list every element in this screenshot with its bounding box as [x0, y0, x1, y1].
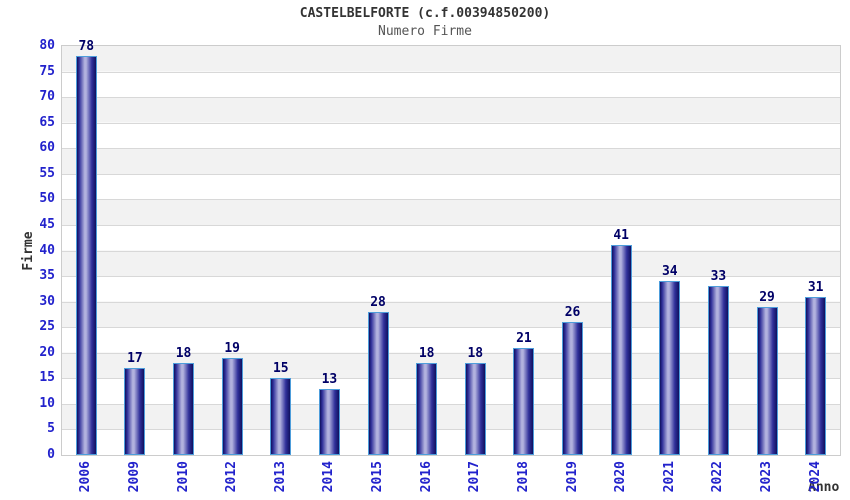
y-tick-label: 15 — [39, 370, 55, 386]
gridline — [62, 378, 840, 380]
gridline — [62, 327, 840, 329]
y-tick-label: 80 — [39, 38, 55, 53]
bar-value-label: 31 — [807, 279, 824, 295]
bar-value-label: 29 — [759, 289, 775, 305]
bar-2017 — [464, 362, 486, 455]
chart-subtitle: Numero Firme — [378, 24, 472, 39]
y-tick-label: 5 — [47, 421, 55, 437]
gridline — [62, 71, 840, 73]
bar-2015 — [367, 311, 389, 455]
y-tick-label: 0 — [47, 447, 55, 462]
bar-value-label: 13 — [321, 371, 338, 387]
y-tick-label: 75 — [39, 63, 55, 79]
x-tick-label: 2020 — [613, 461, 629, 493]
bar-2024 — [805, 296, 827, 455]
y-tick-label: 50 — [39, 191, 55, 207]
gridline — [62, 173, 840, 175]
bar-2010 — [173, 362, 195, 455]
bar-value-label: 18 — [467, 345, 484, 361]
bar-value-label: 26 — [564, 305, 581, 321]
gridline — [62, 276, 840, 278]
y-tick-label: 30 — [39, 293, 55, 309]
bar-2016 — [416, 362, 438, 455]
gridline — [62, 429, 840, 431]
bar-2022 — [707, 286, 729, 455]
y-tick-label: 40 — [39, 242, 55, 258]
gridline — [62, 122, 840, 124]
gridline — [62, 199, 840, 201]
bar-value-label: 34 — [661, 264, 678, 280]
bar-value-label: 15 — [272, 361, 289, 377]
bar-value-label: 19 — [224, 340, 241, 356]
gridline — [62, 352, 840, 354]
bar-value-label: 18 — [175, 345, 192, 361]
x-tick-label: 2017 — [467, 461, 483, 493]
bar-2018 — [513, 347, 535, 455]
x-tick-label: 2013 — [272, 461, 288, 493]
x-tick-label: 2014 — [321, 461, 337, 493]
gridline — [62, 301, 840, 303]
gridline — [62, 148, 840, 150]
bar-2023 — [756, 306, 778, 455]
y-tick-label: 35 — [39, 268, 55, 284]
gridline — [62, 403, 840, 405]
plot-area — [61, 45, 841, 456]
bar-value-label: 21 — [516, 330, 532, 346]
x-axis-title: Anno — [808, 480, 840, 495]
bar-2020 — [610, 245, 632, 455]
x-tick-label: 2018 — [515, 461, 531, 493]
y-tick-label: 20 — [39, 344, 55, 360]
x-tick-label: 2012 — [224, 461, 240, 493]
y-tick-label: 65 — [39, 114, 55, 130]
bar-value-label: 18 — [418, 345, 435, 361]
y-tick-label: 45 — [39, 216, 55, 232]
bar-2014 — [318, 388, 340, 455]
y-tick-label: 60 — [39, 140, 55, 156]
x-tick-label: 2021 — [661, 461, 677, 493]
chart-title: CASTELBELFORTE (c.f.00394850200) — [299, 6, 551, 21]
x-tick-label: 2023 — [759, 461, 775, 493]
x-tick-label: 2024 — [807, 461, 823, 493]
gridline — [62, 224, 840, 226]
bar-value-label: 78 — [78, 39, 95, 55]
bar-2009 — [124, 368, 146, 455]
bar-value-label: 33 — [710, 269, 727, 285]
y-tick-label: 55 — [39, 165, 55, 181]
bar-2012 — [221, 357, 243, 455]
gridline — [62, 250, 840, 252]
x-tick-label: 2006 — [78, 461, 94, 493]
x-tick-label: 2016 — [418, 461, 434, 493]
y-tick-label: 70 — [39, 89, 55, 105]
x-tick-label: 2015 — [370, 461, 386, 493]
bar-value-label: 17 — [127, 351, 143, 367]
x-tick-label: 2010 — [175, 461, 191, 493]
bar-value-label: 28 — [370, 294, 386, 310]
bar-2013 — [270, 378, 292, 455]
x-tick-label: 2019 — [564, 461, 580, 493]
y-tick-label: 25 — [39, 319, 55, 335]
bar-2021 — [659, 281, 681, 455]
bar-value-label: 41 — [613, 228, 630, 244]
bar-2019 — [562, 322, 584, 455]
gridline — [62, 97, 840, 99]
bar-2006 — [75, 56, 97, 455]
y-tick-label: 10 — [39, 395, 55, 411]
x-tick-label: 2009 — [126, 461, 142, 493]
x-tick-label: 2022 — [710, 461, 726, 493]
